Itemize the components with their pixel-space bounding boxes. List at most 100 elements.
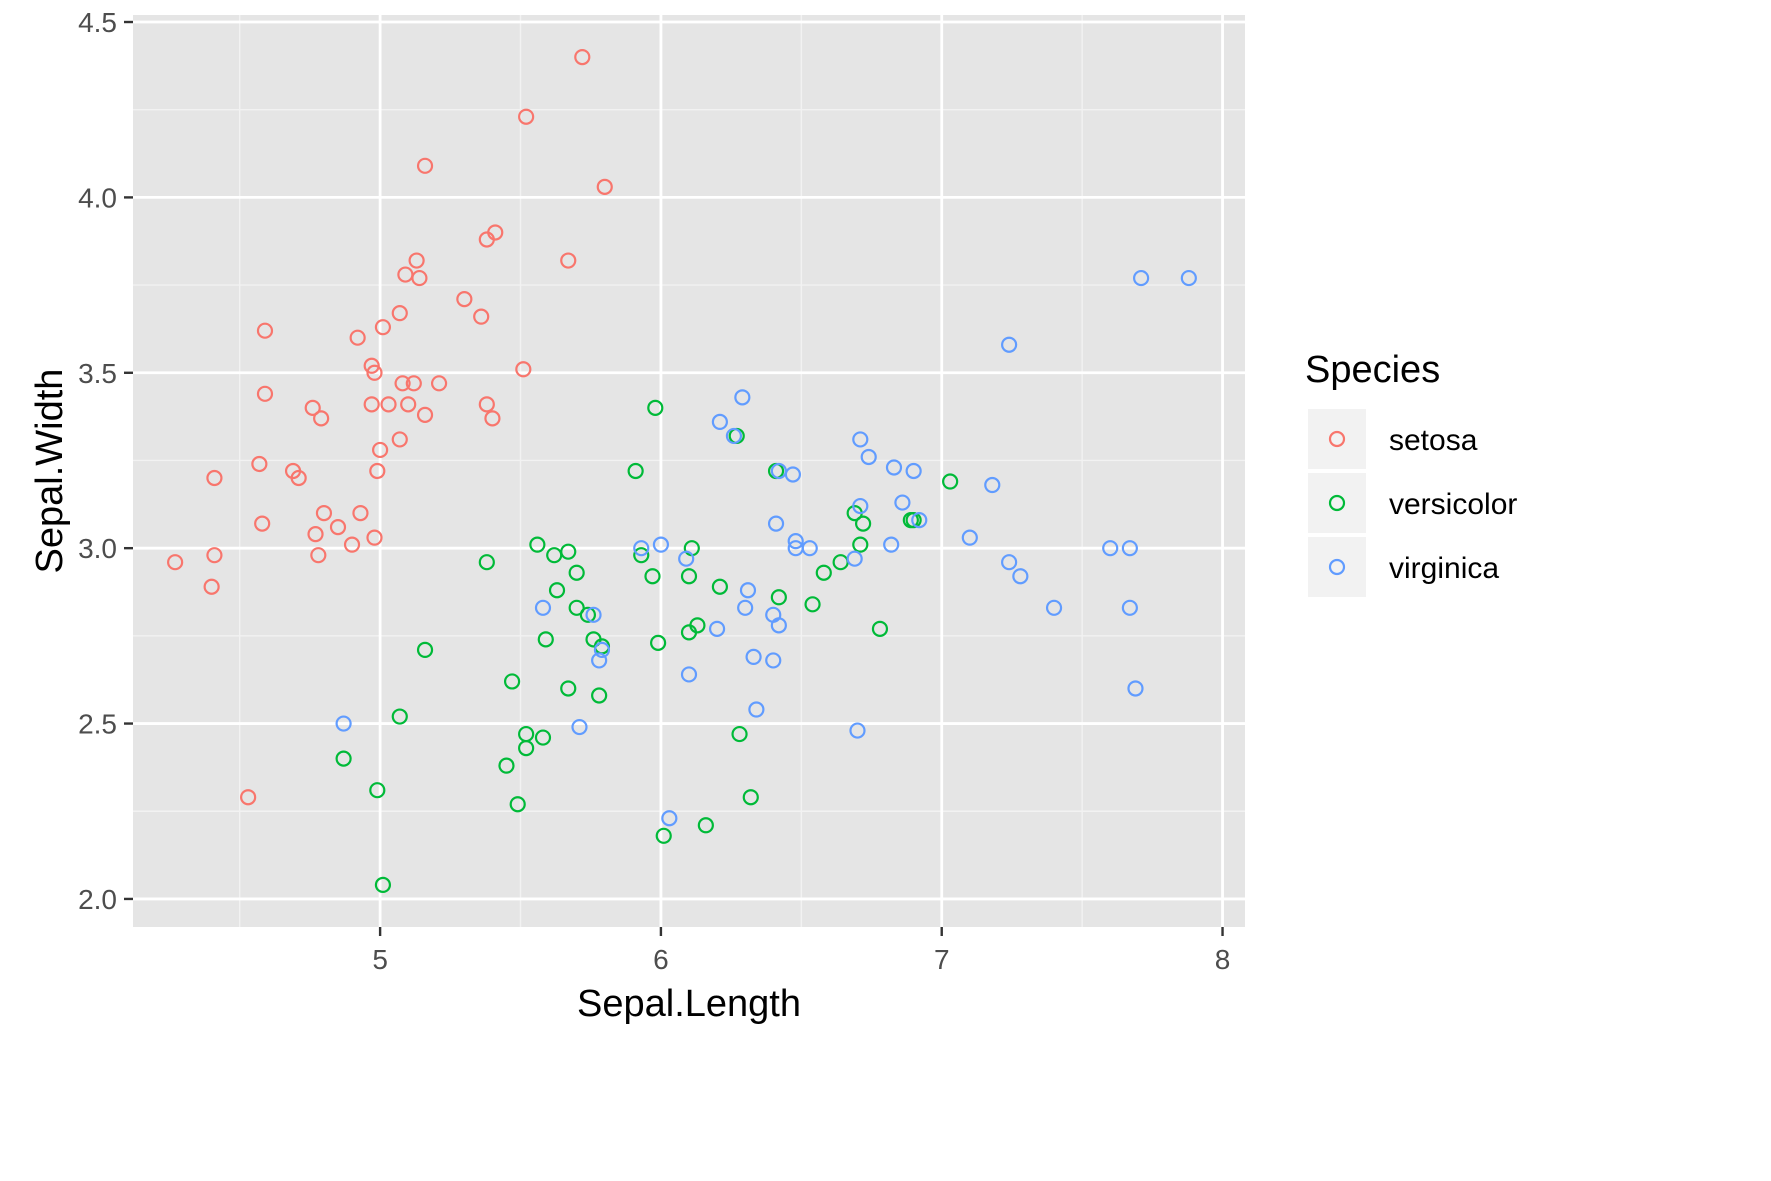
y-tick-label: 2.5 bbox=[78, 709, 117, 740]
data-point-setosa bbox=[254, 515, 271, 532]
data-point-setosa bbox=[416, 157, 434, 174]
legend-item-versicolor: versicolor bbox=[1308, 473, 1517, 533]
data-point-setosa bbox=[416, 406, 434, 423]
data-point-versicolor bbox=[546, 547, 563, 564]
data-point-virginica bbox=[633, 540, 650, 557]
data-point-setosa bbox=[343, 536, 361, 553]
data-point-virginica bbox=[711, 413, 728, 430]
data-point-versicolor bbox=[633, 547, 650, 564]
data-point-setosa bbox=[560, 252, 577, 269]
data-point-setosa bbox=[206, 469, 223, 487]
data-point-setosa bbox=[456, 291, 473, 308]
y-axis-title: Sepal.Width bbox=[29, 369, 71, 574]
data-point-setosa bbox=[256, 322, 274, 339]
data-point-versicolor bbox=[548, 582, 566, 599]
data-point-versicolor bbox=[711, 578, 728, 595]
data-point-setosa bbox=[307, 526, 324, 543]
data-point-versicolor bbox=[650, 634, 667, 651]
data-point-virginica bbox=[591, 652, 608, 669]
data-point-versicolor bbox=[416, 641, 434, 658]
legend-key-symbol bbox=[1328, 558, 1346, 576]
data-point-setosa bbox=[366, 364, 383, 381]
data-point-setosa bbox=[430, 375, 448, 392]
data-point-versicolor bbox=[742, 789, 759, 806]
data-point-setosa bbox=[374, 319, 392, 336]
data-point-setosa bbox=[290, 469, 307, 487]
y-tick-label: 2.0 bbox=[78, 884, 117, 915]
data-point-virginica bbox=[765, 652, 782, 669]
minor-gridlines bbox=[133, 15, 1245, 927]
data-point-setosa bbox=[313, 410, 330, 427]
series-setosa bbox=[167, 48, 613, 806]
x-tick-label: 6 bbox=[653, 944, 669, 975]
data-point-setosa bbox=[380, 396, 397, 413]
data-point-versicolor bbox=[871, 620, 889, 637]
data-point-setosa bbox=[478, 231, 495, 248]
data-point-setosa bbox=[478, 396, 495, 413]
axes: 5 6 7 8 2.0 2.5 3.0 3.5 4.0 4.5 bbox=[78, 7, 1230, 975]
data-point-versicolor bbox=[644, 568, 661, 585]
data-point-virginica bbox=[961, 529, 978, 546]
legend: Species setosa versicolor virginica bbox=[1305, 349, 1517, 597]
data-point-setosa bbox=[391, 431, 408, 448]
data-point-virginica bbox=[708, 620, 726, 637]
data-point-setosa bbox=[411, 269, 428, 287]
data-point-virginica bbox=[883, 536, 900, 553]
data-point-versicolor bbox=[591, 687, 608, 704]
data-point-setosa bbox=[484, 410, 501, 427]
data-point-versicolor bbox=[560, 680, 577, 697]
data-point-virginica bbox=[770, 617, 787, 634]
data-point-versicolor bbox=[534, 729, 552, 746]
data-point-virginica bbox=[571, 718, 588, 736]
data-point-setosa bbox=[369, 462, 386, 480]
data-point-setosa bbox=[363, 357, 380, 374]
data-point-versicolor bbox=[905, 512, 922, 529]
data-point-setosa bbox=[240, 789, 257, 806]
data-point-setosa bbox=[515, 361, 532, 378]
x-axis-title: Sepal.Length bbox=[577, 983, 801, 1025]
data-point-versicolor bbox=[529, 536, 546, 553]
data-point-virginica bbox=[767, 515, 785, 532]
data-point-virginica bbox=[737, 599, 754, 616]
series-versicolor bbox=[335, 399, 959, 894]
legend-label: virginica bbox=[1389, 552, 1499, 585]
data-point-versicolor bbox=[655, 827, 672, 844]
data-point-versicolor bbox=[942, 473, 959, 490]
data-point-versicolor bbox=[815, 564, 832, 581]
data-point-virginica bbox=[784, 466, 801, 483]
data-point-virginica bbox=[885, 459, 903, 476]
data-point-virginica bbox=[852, 431, 869, 448]
data-point-setosa bbox=[363, 396, 380, 413]
data-point-virginica bbox=[1001, 554, 1018, 571]
data-point-virginica bbox=[984, 476, 1001, 494]
data-point-versicolor bbox=[579, 606, 597, 623]
y-tick-label: 4.0 bbox=[78, 182, 117, 213]
data-point-versicolor bbox=[804, 596, 821, 613]
data-point-virginica bbox=[1121, 599, 1138, 616]
data-point-setosa bbox=[372, 441, 389, 459]
data-point-virginica bbox=[911, 512, 928, 529]
data-point-versicolor bbox=[852, 536, 869, 553]
data-point-virginica bbox=[725, 427, 743, 445]
plot-panel bbox=[133, 15, 1245, 927]
data-point-versicolor bbox=[680, 568, 698, 585]
legend-key-symbol bbox=[1328, 430, 1346, 448]
legend-item-setosa: setosa bbox=[1308, 409, 1478, 469]
data-point-virginica bbox=[860, 448, 877, 466]
data-point-versicolor bbox=[335, 750, 352, 767]
data-point-versicolor bbox=[627, 462, 644, 480]
data-point-virginica bbox=[852, 497, 869, 515]
data-point-virginica bbox=[652, 536, 670, 553]
data-point-virginica bbox=[585, 606, 602, 623]
legend-item-virginica: virginica bbox=[1308, 537, 1499, 597]
legend-key bbox=[1308, 537, 1366, 597]
data-point-virginica bbox=[593, 641, 611, 658]
data-point-versicolor bbox=[770, 589, 787, 606]
data-points bbox=[167, 48, 1197, 894]
data-point-virginica bbox=[1001, 336, 1018, 353]
data-point-virginica bbox=[905, 462, 922, 480]
data-point-setosa bbox=[251, 455, 268, 473]
data-point-virginica bbox=[1121, 540, 1138, 557]
data-point-versicolor bbox=[369, 782, 386, 799]
